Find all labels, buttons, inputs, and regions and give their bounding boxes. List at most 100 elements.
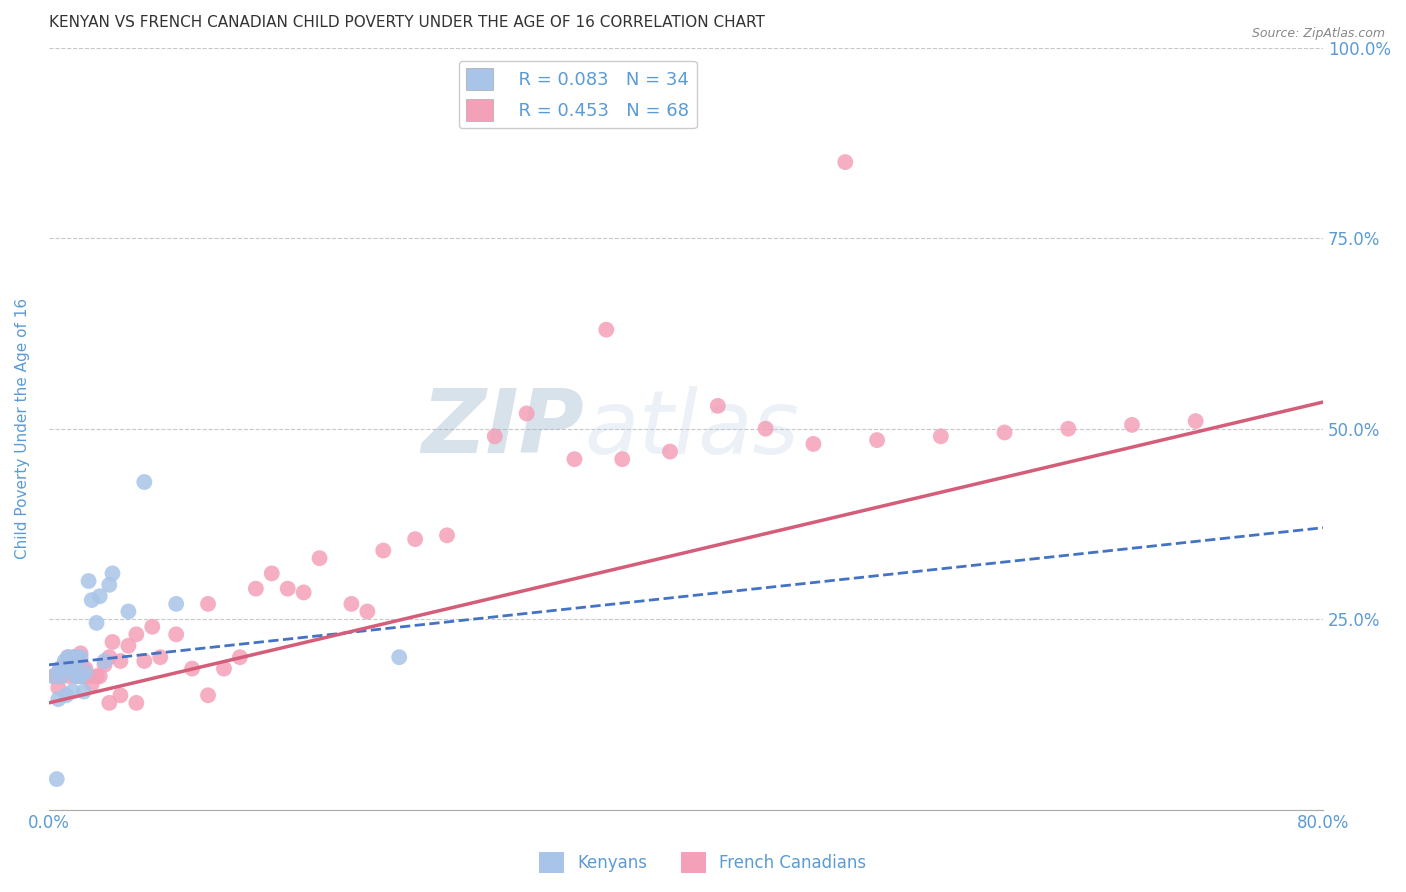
Point	[212, 662, 235, 676]
Point	[69, 646, 91, 660]
Point	[67, 669, 90, 683]
Text: Source: ZipAtlas.com: Source: ZipAtlas.com	[1251, 27, 1385, 40]
Point	[80, 677, 103, 691]
Point	[77, 574, 100, 588]
Point	[1184, 414, 1206, 428]
Point	[80, 593, 103, 607]
Point	[66, 657, 89, 672]
Point	[51, 669, 73, 683]
Point	[1057, 422, 1080, 436]
Y-axis label: Child Poverty Under the Age of 16: Child Poverty Under the Age of 16	[15, 298, 30, 559]
Point	[53, 657, 76, 672]
Point	[69, 650, 91, 665]
Point	[73, 669, 96, 683]
Point	[60, 657, 83, 672]
Point	[58, 654, 80, 668]
Point	[70, 662, 93, 676]
Point	[62, 662, 84, 676]
Point	[49, 662, 72, 676]
Point	[149, 650, 172, 665]
Point	[98, 696, 121, 710]
Point	[53, 654, 76, 668]
Point	[373, 543, 395, 558]
Point	[52, 662, 75, 676]
Point	[1121, 417, 1143, 432]
Point	[141, 620, 163, 634]
Point	[46, 692, 69, 706]
Point	[165, 627, 187, 641]
Point	[245, 582, 267, 596]
Point	[86, 615, 108, 630]
Point	[117, 639, 139, 653]
Point	[75, 665, 97, 680]
Point	[52, 665, 75, 680]
Point	[63, 657, 86, 672]
Point	[134, 654, 156, 668]
Point	[260, 566, 283, 581]
Point	[42, 669, 65, 683]
Point	[55, 662, 77, 676]
Point	[86, 669, 108, 683]
Point	[125, 627, 148, 641]
Point	[67, 662, 90, 676]
Point	[929, 429, 952, 443]
Point	[134, 475, 156, 489]
Point	[101, 635, 124, 649]
Text: atlas: atlas	[583, 385, 799, 472]
Point	[65, 669, 87, 683]
Point	[63, 650, 86, 665]
Point	[98, 650, 121, 665]
Point	[93, 654, 115, 668]
Point	[436, 528, 458, 542]
Point	[595, 323, 617, 337]
Point	[117, 605, 139, 619]
Point	[707, 399, 730, 413]
Point	[73, 684, 96, 698]
Point	[484, 429, 506, 443]
Point	[42, 669, 65, 683]
Legend: Kenyans, French Canadians: Kenyans, French Canadians	[533, 846, 873, 880]
Point	[110, 654, 132, 668]
Point	[62, 684, 84, 698]
Point	[51, 669, 73, 683]
Legend:   R = 0.083   N = 34,   R = 0.453   N = 68: R = 0.083 N = 34, R = 0.453 N = 68	[458, 61, 696, 128]
Point	[55, 688, 77, 702]
Point	[165, 597, 187, 611]
Point	[340, 597, 363, 611]
Point	[110, 688, 132, 702]
Point	[181, 662, 204, 676]
Point	[612, 452, 634, 467]
Point	[866, 433, 889, 447]
Point	[388, 650, 411, 665]
Point	[659, 444, 682, 458]
Point	[49, 662, 72, 676]
Point	[101, 566, 124, 581]
Point	[292, 585, 315, 599]
Point	[125, 696, 148, 710]
Point	[564, 452, 586, 467]
Point	[65, 669, 87, 683]
Point	[56, 657, 79, 672]
Point	[77, 669, 100, 683]
Point	[404, 532, 426, 546]
Point	[993, 425, 1015, 440]
Point	[45, 669, 67, 683]
Point	[75, 662, 97, 676]
Point	[755, 422, 778, 436]
Point	[834, 155, 856, 169]
Point	[197, 597, 219, 611]
Point	[93, 657, 115, 672]
Point	[277, 582, 299, 596]
Point	[45, 772, 67, 786]
Point	[356, 605, 378, 619]
Text: ZIP: ZIP	[422, 385, 583, 472]
Point	[46, 681, 69, 695]
Point	[89, 669, 111, 683]
Point	[69, 669, 91, 683]
Point	[98, 578, 121, 592]
Point	[56, 650, 79, 665]
Point	[516, 407, 538, 421]
Point	[229, 650, 252, 665]
Point	[308, 551, 330, 566]
Point	[803, 437, 825, 451]
